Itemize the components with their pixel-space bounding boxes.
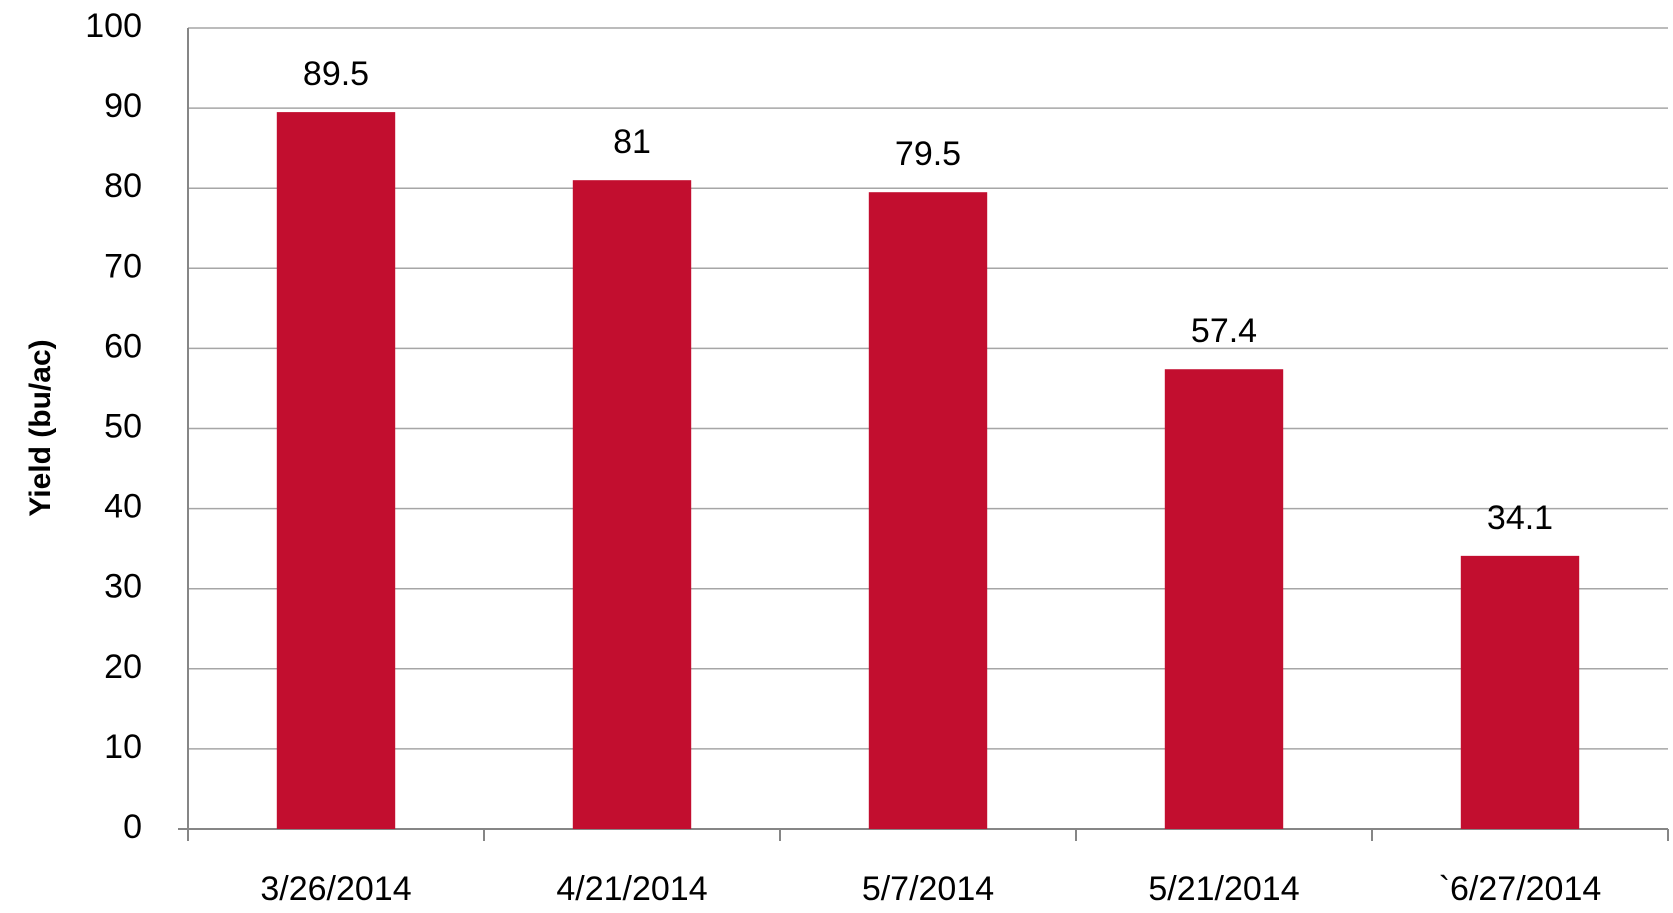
x-tick-label: 4/21/2014: [556, 870, 707, 908]
y-tick-label: 90: [104, 87, 142, 125]
bar: [1460, 555, 1580, 829]
bar: [1164, 369, 1284, 829]
y-tick-label: 40: [104, 488, 142, 526]
data-label: 34.1: [1487, 499, 1553, 537]
y-tick-label: 80: [104, 167, 142, 205]
x-tick-label: 5/21/2014: [1148, 870, 1299, 908]
y-tick-label: 10: [104, 728, 142, 766]
x-tick-label: `6/27/2014: [1439, 870, 1602, 908]
bar: [276, 112, 396, 830]
y-tick-label: 100: [85, 7, 142, 45]
data-label: 89.5: [303, 55, 369, 93]
data-label: 81: [613, 123, 651, 161]
bar: [572, 180, 692, 829]
y-axis-title: Yield (bu/ac): [24, 339, 57, 516]
y-tick-label: 60: [104, 327, 142, 365]
x-tick-label: 3/26/2014: [260, 870, 411, 908]
y-tick-label: 20: [104, 648, 142, 686]
x-tick-label: 5/7/2014: [862, 870, 994, 908]
y-tick-label: 30: [104, 568, 142, 606]
bar: [868, 192, 988, 829]
y-tick-label: 50: [104, 407, 142, 445]
y-tick-label: 0: [123, 808, 142, 846]
data-label: 79.5: [895, 135, 961, 173]
y-tick-label: 70: [104, 247, 142, 285]
data-label: 57.4: [1191, 312, 1257, 350]
